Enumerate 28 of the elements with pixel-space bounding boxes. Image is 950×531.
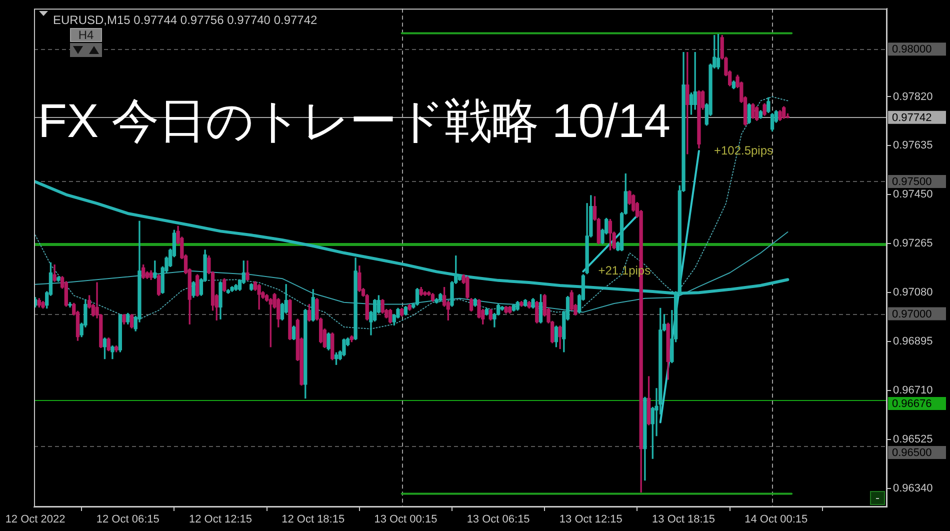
y-tick-label: 0.97080 xyxy=(893,286,933,299)
x-tick-label: 13 Oct 00:15 xyxy=(374,514,438,526)
y-tick-label: 0.96710 xyxy=(893,384,933,397)
chart-subtitle: EURUSD,M15 0.97744 0.97756 0.97740 0.97742 xyxy=(53,12,318,27)
y-tick-label: 0.97635 xyxy=(893,140,933,152)
y-tick-label: 0.97265 xyxy=(893,238,933,250)
y-tick-label: 0.97820 xyxy=(893,90,933,103)
y-tick-label: 0.96895 xyxy=(893,336,933,348)
x-tick-label: 12 Oct 12:15 xyxy=(188,514,252,526)
ref-line-label: 0.98000 xyxy=(892,44,932,56)
x-tick-label: 13 Oct 06:15 xyxy=(466,514,530,526)
x-tick-label: 12 Oct 18:15 xyxy=(282,514,345,526)
ref-line-label: 0.97500 xyxy=(892,176,932,188)
ref-line-label: 0.96676 xyxy=(892,398,932,410)
button: H4 xyxy=(70,28,102,42)
x-tick-label: 14 Oct 00:15 xyxy=(744,514,808,526)
ref-line-label: 0.97000 xyxy=(892,308,932,320)
y-tick-label: 0.97450 xyxy=(893,188,933,201)
x-tick-label: 12 Oct 06:15 xyxy=(96,514,160,526)
y-tick-label: 0.96525 xyxy=(893,434,933,446)
y-tick-label: 0.96340 xyxy=(893,482,933,495)
ref-line-label: 0.96500 xyxy=(892,447,932,460)
ref-line-label: 0.97742 xyxy=(892,112,932,124)
annotation: H4 xyxy=(78,28,94,42)
x-tick-label: 13 Oct 18:15 xyxy=(652,514,716,526)
annotation: +102.5pips xyxy=(714,143,774,158)
x-tick-label: 13 Oct 12:15 xyxy=(559,514,622,526)
x-tick-label: 12 Oct 2022 xyxy=(5,514,66,526)
